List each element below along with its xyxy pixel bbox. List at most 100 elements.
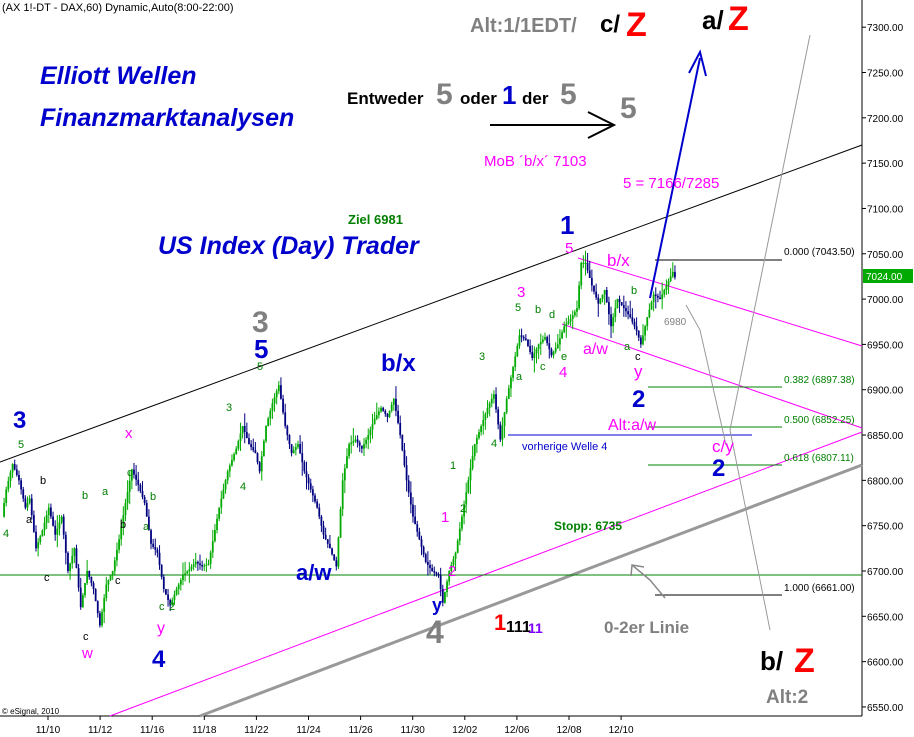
zero-two-linie-text: 0-2er Linie [604,618,689,637]
red-1-text: 1 [494,610,506,635]
candle-body [465,492,468,505]
candle-body [314,495,316,502]
candle-body [603,290,606,295]
candle-body [588,270,591,278]
candle-body [418,531,421,540]
wave-3-mag: 3 [517,284,525,301]
candle-body [424,554,427,562]
candle-body [135,474,138,480]
upper-channel-line [0,144,863,463]
green-4-left: 4 [3,528,9,540]
candle-body [194,561,197,565]
candle-body [407,480,410,493]
candle-body [458,528,461,541]
candle-body [20,480,23,490]
candle-body [622,305,625,309]
candle-body [601,294,604,300]
candle-body [661,294,664,300]
candle-body [388,410,391,417]
candle-body [292,450,295,454]
candle-body [301,453,304,463]
candle-body [150,530,152,544]
candle-body [111,570,114,576]
wave-y-left-mag: y [157,620,165,637]
x-axis-ticks: 11/10 11/12 11/16 11/18 11/22 11/24 11/26 11/30… [36,716,634,736]
candle-body [13,464,16,470]
candle-body [252,447,255,451]
candle-body [541,339,544,342]
candle-body [435,572,438,575]
candle-body [256,453,259,463]
fib-1-label: 1.000 (6661.00) [784,583,855,594]
candle-body [429,564,431,568]
candle-body [64,534,67,553]
candle-body [473,444,476,457]
price-candles [3,250,676,628]
wave-w-mag: w [81,645,93,662]
candle-body [507,388,510,399]
candle-body [218,507,221,519]
candle-body [471,456,474,469]
blue-projection-arrow [649,57,701,299]
candle-body [5,489,8,504]
candle-body [467,480,470,493]
candle-body [211,541,214,553]
candle-body [341,480,344,510]
green-c-right: c [540,361,546,373]
candle-body [145,503,148,517]
candle-body [590,277,593,286]
candle-body [231,459,233,466]
candle-body [610,314,612,327]
green-3-mid: 3 [226,402,232,414]
candle-body [73,548,76,556]
candle-body [284,412,287,426]
esignal-credit: © eSignal, 2010 [2,707,60,716]
z-top-left: Z [626,6,647,44]
candle-body [403,450,406,466]
candle-body [24,498,27,508]
candle-body [305,471,308,478]
candle-body [165,589,167,595]
green-d-right: d [549,309,555,321]
candle-body [371,424,374,430]
blue-one-text: 1 [502,80,516,110]
last-price-label: 7024.00 [866,272,903,283]
y-tick-label: 7200.00 [867,114,904,125]
candle-body [220,498,223,508]
candle-body [497,409,500,425]
candle-body [190,566,193,570]
candle-body [179,580,182,585]
candle-body [452,558,455,565]
z-top-right: Z [728,0,749,38]
b-slash-text: b/ [760,646,783,676]
entweder-text: Entweder [347,89,424,108]
mob-text: MoB ´b/x´ 7103 [484,153,587,170]
candle-body [354,439,357,442]
candle-body [482,419,485,426]
x-tick-label: 12/08 [556,725,581,736]
candle-body [674,271,676,278]
candle-body [207,563,210,565]
green-a-left: a [102,486,109,498]
wave-3-gray: 3 [252,306,269,339]
x-tick-label: 11/22 [244,725,269,736]
candle-body [571,315,574,320]
candle-body [520,335,523,337]
black-c-top: c [635,351,641,363]
candle-body [107,580,110,585]
candle-body [335,560,338,567]
candle-body [625,308,627,312]
candle-body [90,577,93,584]
c-slash-text: c/ [600,11,620,38]
candle-body [88,570,91,578]
candle-body [32,515,35,532]
gray-projection-up [729,34,811,431]
candle-body [94,589,97,602]
candle-body [584,262,587,264]
candle-body [126,491,129,504]
candle-body [118,539,120,550]
candle-body [409,492,412,505]
wave-1-mag: 1 [441,509,449,526]
candle-body [282,398,284,413]
